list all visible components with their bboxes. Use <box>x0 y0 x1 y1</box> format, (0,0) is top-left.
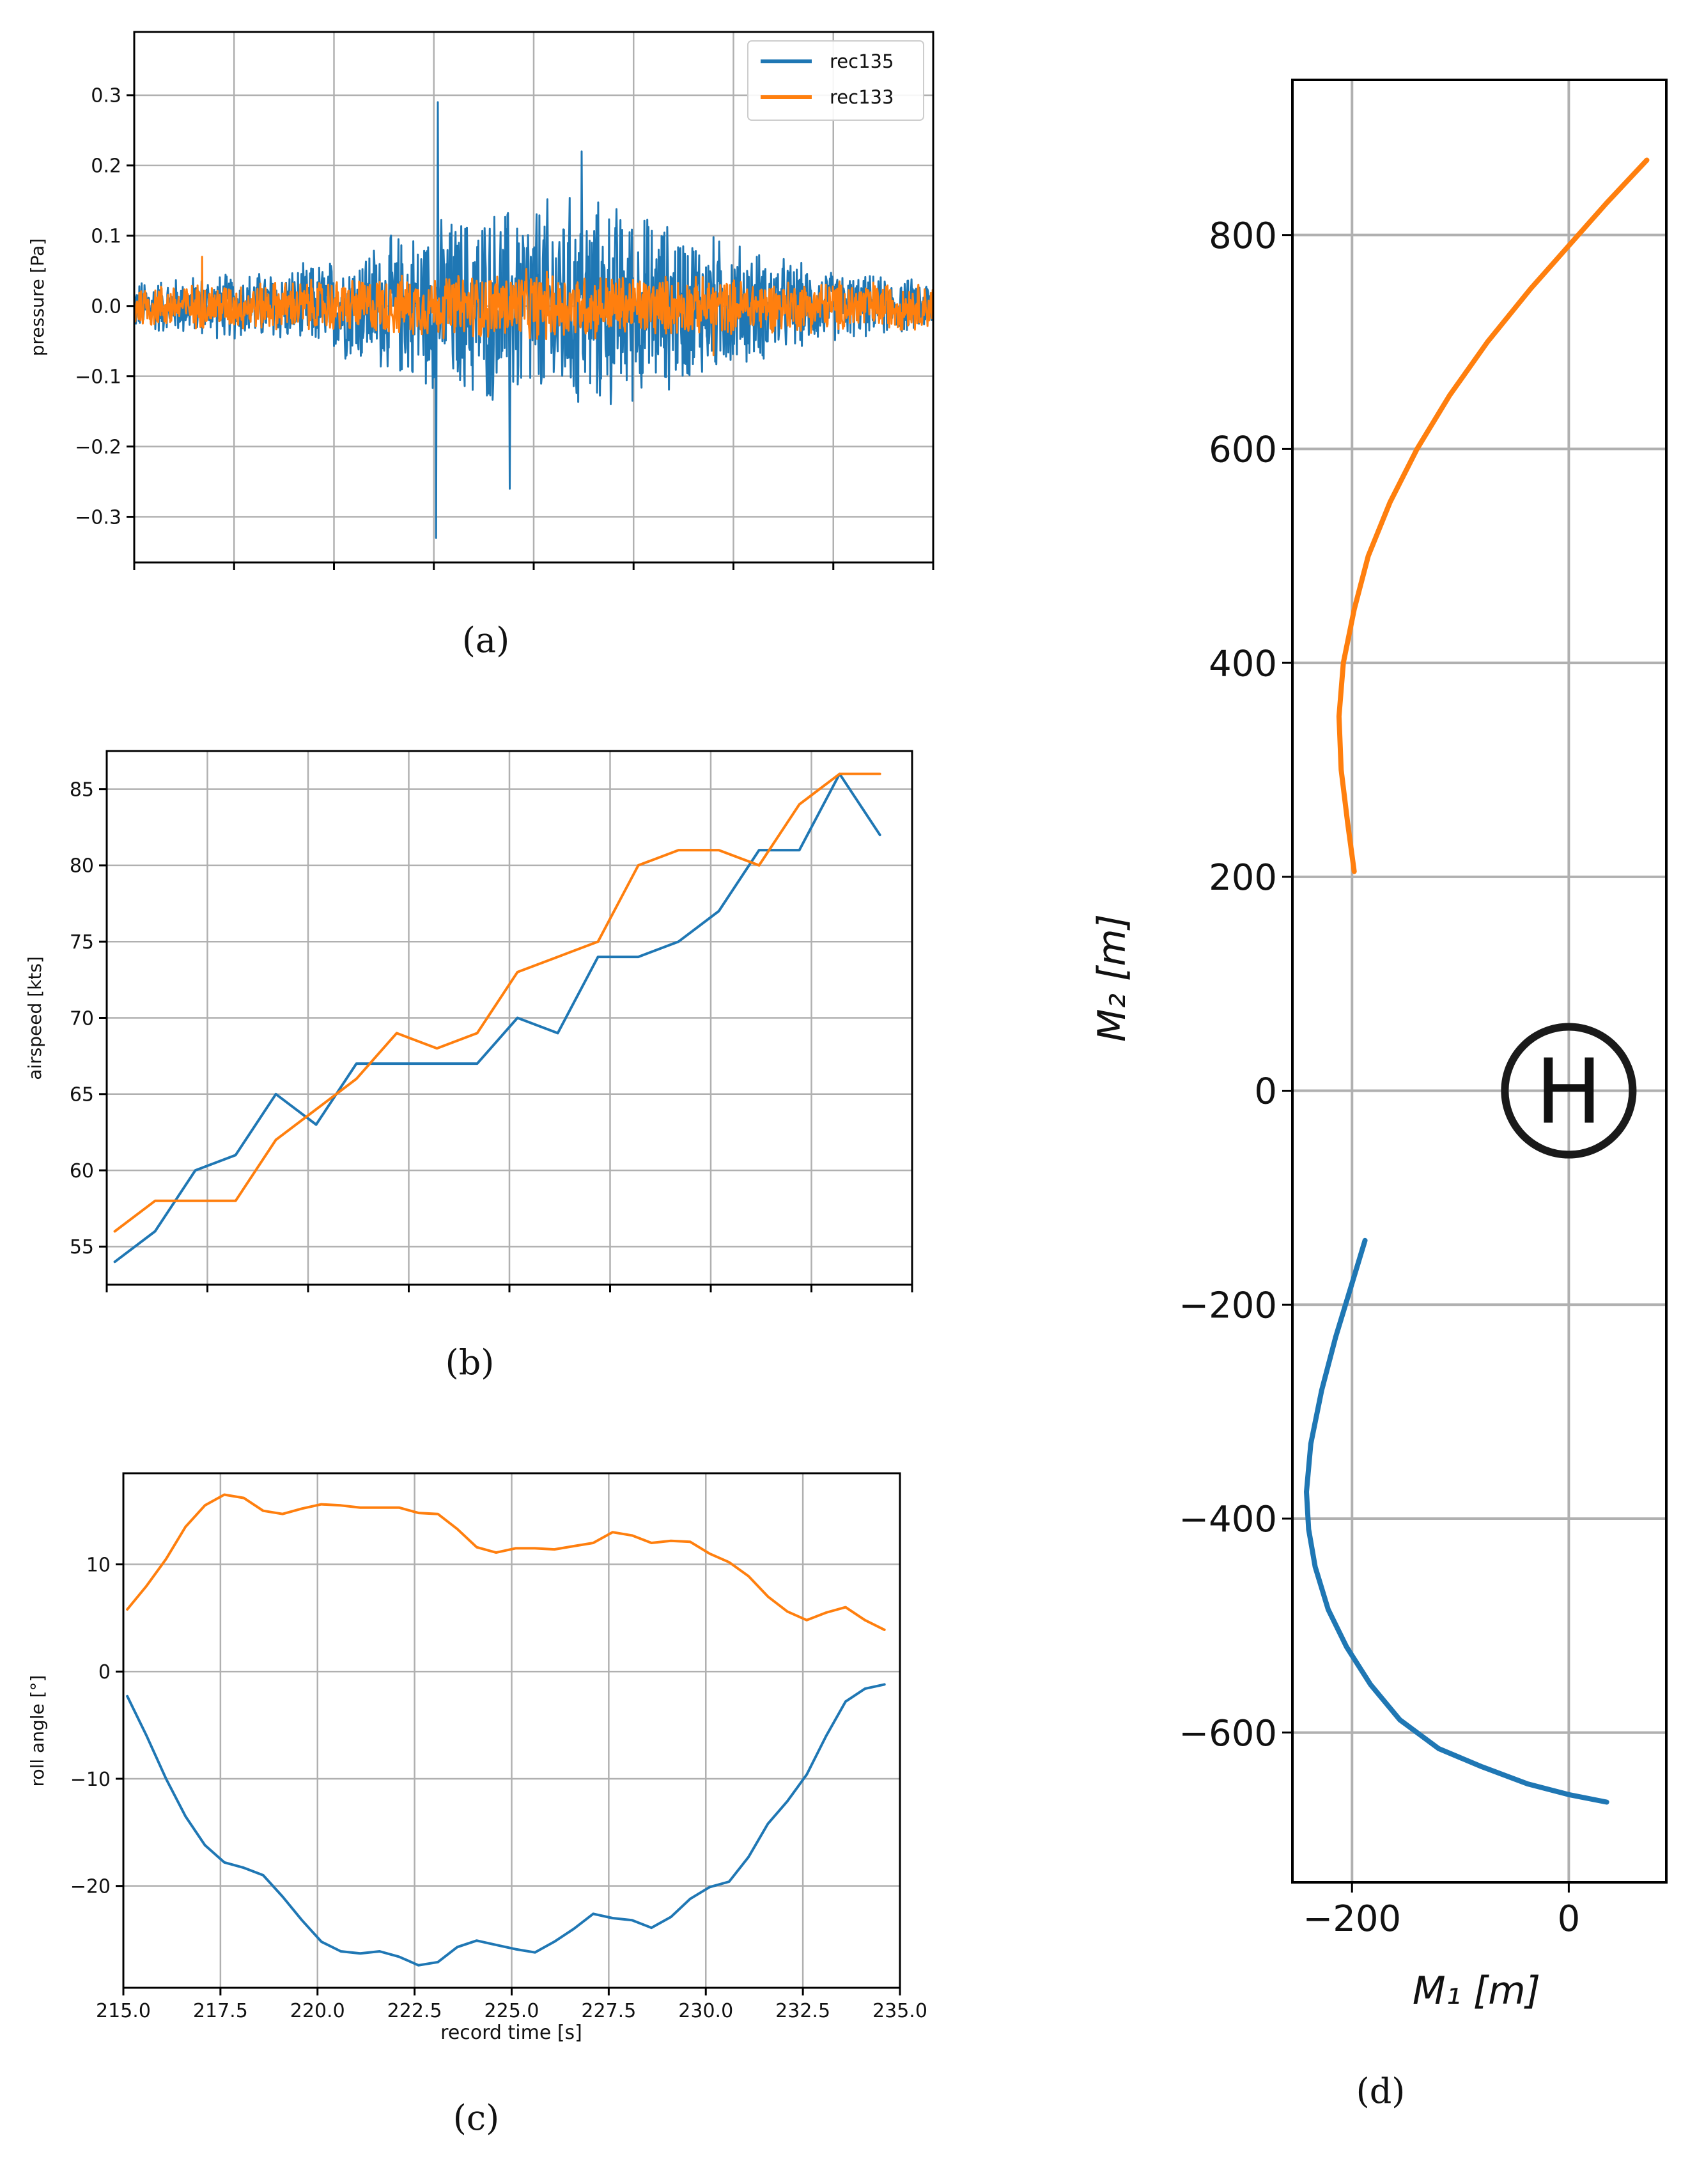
a-ticks: −0.3 −0.2 −0.1 0.0 0.1 0.2 0.3 <box>75 85 934 570</box>
b-ytick-label-0: 55 <box>70 1236 94 1259</box>
d-ytick-label-7: 800 <box>1209 215 1277 257</box>
c-ytick-label-3: 10 <box>86 1554 111 1576</box>
c-xtick-label-7: 232.5 <box>775 2000 830 2022</box>
c-xtick-label-1: 217.5 <box>193 2000 248 2022</box>
c-ticks: 215.0 217.5 220.0 222.5 225.0 227.5 230.0 232.5… <box>70 1554 927 2022</box>
d-ylabel: M₂ [m] <box>1090 914 1135 1042</box>
d-ytick-label-5: 400 <box>1209 643 1277 685</box>
panel-c: 215.0 217.5 220.0 222.5 225.0 227.5 230.0 232.5… <box>27 1472 927 2138</box>
c-xlabel: record time [s] <box>440 2022 582 2044</box>
c-xtick-label-0: 215.0 <box>96 2000 151 2022</box>
d-ytick-label-2: −200 <box>1179 1285 1277 1326</box>
c-xtick-label-5: 227.5 <box>581 2000 636 2022</box>
b-ytick-label-3: 70 <box>70 1007 94 1030</box>
a-ytick-label-3: 0.0 <box>91 296 121 318</box>
c-grid <box>122 1473 901 1988</box>
a-series-rec133 <box>133 256 934 357</box>
c-ytick-label-0: −20 <box>70 1875 111 1898</box>
a-ytick-label-1: −0.2 <box>75 436 121 458</box>
a-ylabel: pressure [Pa] <box>27 238 48 356</box>
d-ytick-label-0: −600 <box>1179 1713 1277 1754</box>
a-ytick-label-6: 0.3 <box>91 85 121 107</box>
b-caption: (b) <box>446 1342 495 1382</box>
a-ytick-label-2: −0.1 <box>75 366 121 388</box>
d-ytick-label-1: −400 <box>1179 1499 1277 1540</box>
c-series <box>126 1493 886 1967</box>
c-series-rec133 <box>126 1493 886 1631</box>
d-xlabel: M₁ [m] <box>1413 1969 1540 2013</box>
d-series <box>1304 157 1650 1805</box>
c-ylabel: roll angle [°] <box>27 1675 48 1787</box>
b-series <box>113 772 881 1264</box>
a-ytick-label-5: 0.2 <box>91 155 121 178</box>
c-xtick-label-3: 222.5 <box>387 2000 442 2022</box>
d-frame <box>1291 79 1668 1884</box>
a-legend-label-rec133: rec133 <box>830 86 894 108</box>
b-ticks: 55 60 65 70 75 80 85 <box>70 778 913 1292</box>
a-legend: rec135 rec133 <box>747 40 924 121</box>
a-legend-label-rec135: rec135 <box>830 50 894 72</box>
a-caption: (a) <box>462 620 509 660</box>
b-ytick-label-6: 85 <box>70 778 94 801</box>
a-ytick-label-0: −0.3 <box>75 506 121 529</box>
b-grid <box>105 751 913 1285</box>
d-grid <box>1292 80 1666 1882</box>
b-ytick-label-2: 65 <box>70 1084 94 1106</box>
d-series-rec133 <box>1336 157 1650 874</box>
a-series <box>133 101 934 539</box>
helipad-letter: H <box>1535 1041 1602 1145</box>
panel-b: 55 60 65 70 75 80 85 airspeed [kts] (b) <box>24 750 913 1382</box>
b-ylabel: airspeed [kts] <box>24 956 45 1080</box>
d-series-rec135 <box>1304 1237 1609 1805</box>
d-ticks: −200 0 −600 −400 −200 0 200 400 600 800 <box>1179 215 1580 1940</box>
b-ytick-label-4: 75 <box>70 931 94 954</box>
c-xtick-label-4: 225.0 <box>484 2000 539 2022</box>
helipad-circle <box>1501 1023 1637 1159</box>
c-caption: (c) <box>453 2098 499 2138</box>
panel-a: −0.3 −0.2 −0.1 0.0 0.1 0.2 0.3 pressure [Pa] r… <box>27 31 934 660</box>
c-ytick-label-1: −10 <box>70 1769 111 1791</box>
d-xtick-label-1: 0 <box>1558 1898 1581 1940</box>
b-ytick-label-1: 60 <box>70 1160 94 1182</box>
helipad-marker: H <box>1501 1023 1637 1159</box>
c-ytick-label-2: 0 <box>98 1661 111 1684</box>
d-xtick-label-0: −200 <box>1303 1898 1401 1940</box>
d-ytick-label-6: 600 <box>1209 430 1277 471</box>
b-series-rec135 <box>113 772 881 1264</box>
d-caption: (d) <box>1356 2071 1406 2111</box>
b-series-rec133 <box>113 772 881 1233</box>
c-xtick-label-6: 230.0 <box>678 2000 733 2022</box>
d-ytick-label-3: 0 <box>1254 1071 1277 1113</box>
a-ytick-label-4: 0.1 <box>91 226 121 248</box>
c-xtick-label-2: 220.0 <box>290 2000 345 2022</box>
c-series-rec135 <box>126 1683 886 1967</box>
d-ytick-label-4: 200 <box>1209 857 1277 899</box>
c-xtick-label-8: 235.0 <box>872 2000 927 2022</box>
b-ytick-label-5: 80 <box>70 855 94 878</box>
